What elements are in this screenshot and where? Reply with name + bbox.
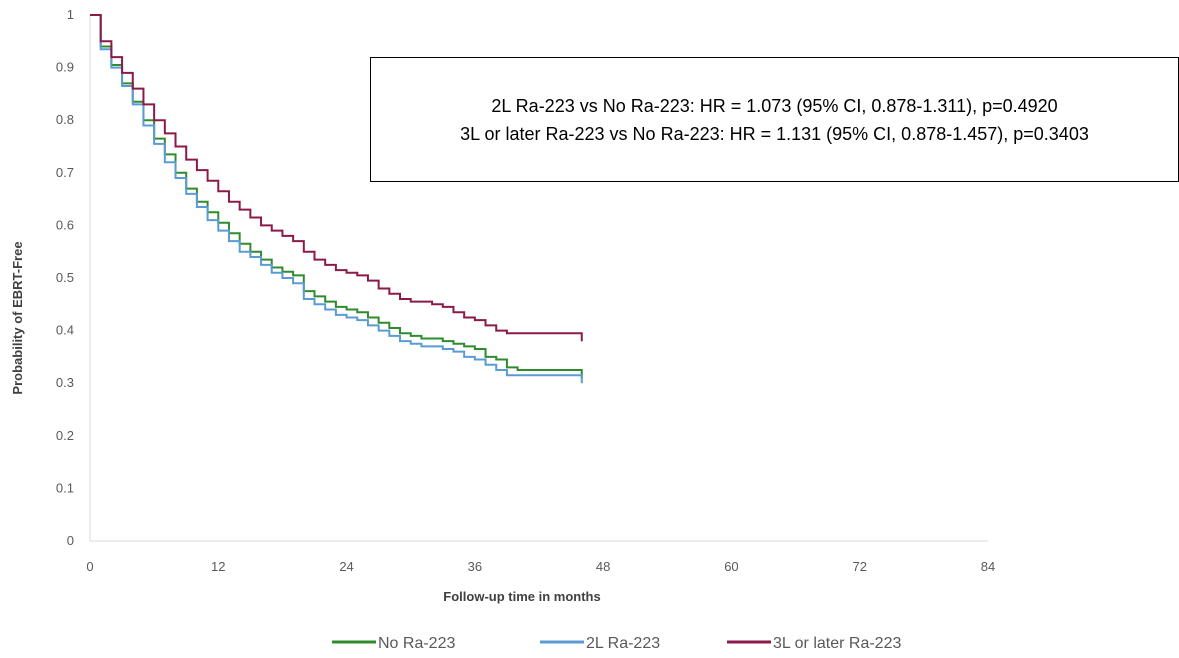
x-tick-label: 60 — [724, 559, 738, 574]
y-tick-label: 0.7 — [56, 165, 74, 180]
y-tick-label: 0.3 — [56, 375, 74, 390]
legend-label: 2L Ra-223 — [586, 635, 660, 652]
series-lines — [90, 14, 583, 384]
y-axis-title: Probability of EBRT-Free — [10, 241, 25, 394]
series-line-1 — [90, 14, 583, 384]
y-tick-label: 0.6 — [56, 217, 74, 232]
y-tick-label: 0.4 — [56, 323, 74, 338]
y-tick-label: 0.8 — [56, 112, 74, 127]
x-tick-label: 36 — [468, 559, 482, 574]
x-tick-label: 0 — [86, 559, 93, 574]
x-tick-labels: 0 12 24 36 48 60 72 84 — [86, 559, 995, 574]
x-tick-label: 24 — [339, 559, 353, 574]
y-tick-label: 1 — [67, 7, 74, 22]
y-tick-label: 0.5 — [56, 270, 74, 285]
hazard-ratio-annotation: 2L Ra-223 vs No Ra-223: HR = 1.073 (95% … — [370, 57, 1179, 182]
x-tick-label: 48 — [596, 559, 610, 574]
x-tick-label: 84 — [981, 559, 995, 574]
y-tick-label: 0 — [67, 533, 74, 548]
x-tick-label: 72 — [852, 559, 866, 574]
series-line-2 — [90, 14, 583, 342]
legend-label: 3L or later Ra-223 — [773, 635, 901, 652]
y-tick-label: 0.1 — [56, 480, 74, 495]
legend-label: No Ra-223 — [378, 635, 455, 652]
x-tick-label: 12 — [211, 559, 225, 574]
annotation-line-2: 3L or later Ra-223 vs No Ra-223: HR = 1.… — [460, 123, 1089, 144]
y-tick-label: 0.2 — [56, 428, 74, 443]
x-axis-title: Follow-up time in months — [443, 589, 600, 604]
annotation-line-1: 2L Ra-223 vs No Ra-223: HR = 1.073 (95% … — [491, 95, 1058, 116]
y-tick-labels: 0 0.1 0.2 0.3 0.4 0.5 0.6 0.7 0.8 0.9 1 — [56, 7, 74, 548]
legend: No Ra-223 2L Ra-223 3L or later Ra-223 — [332, 635, 901, 652]
y-tick-label: 0.9 — [56, 60, 74, 75]
